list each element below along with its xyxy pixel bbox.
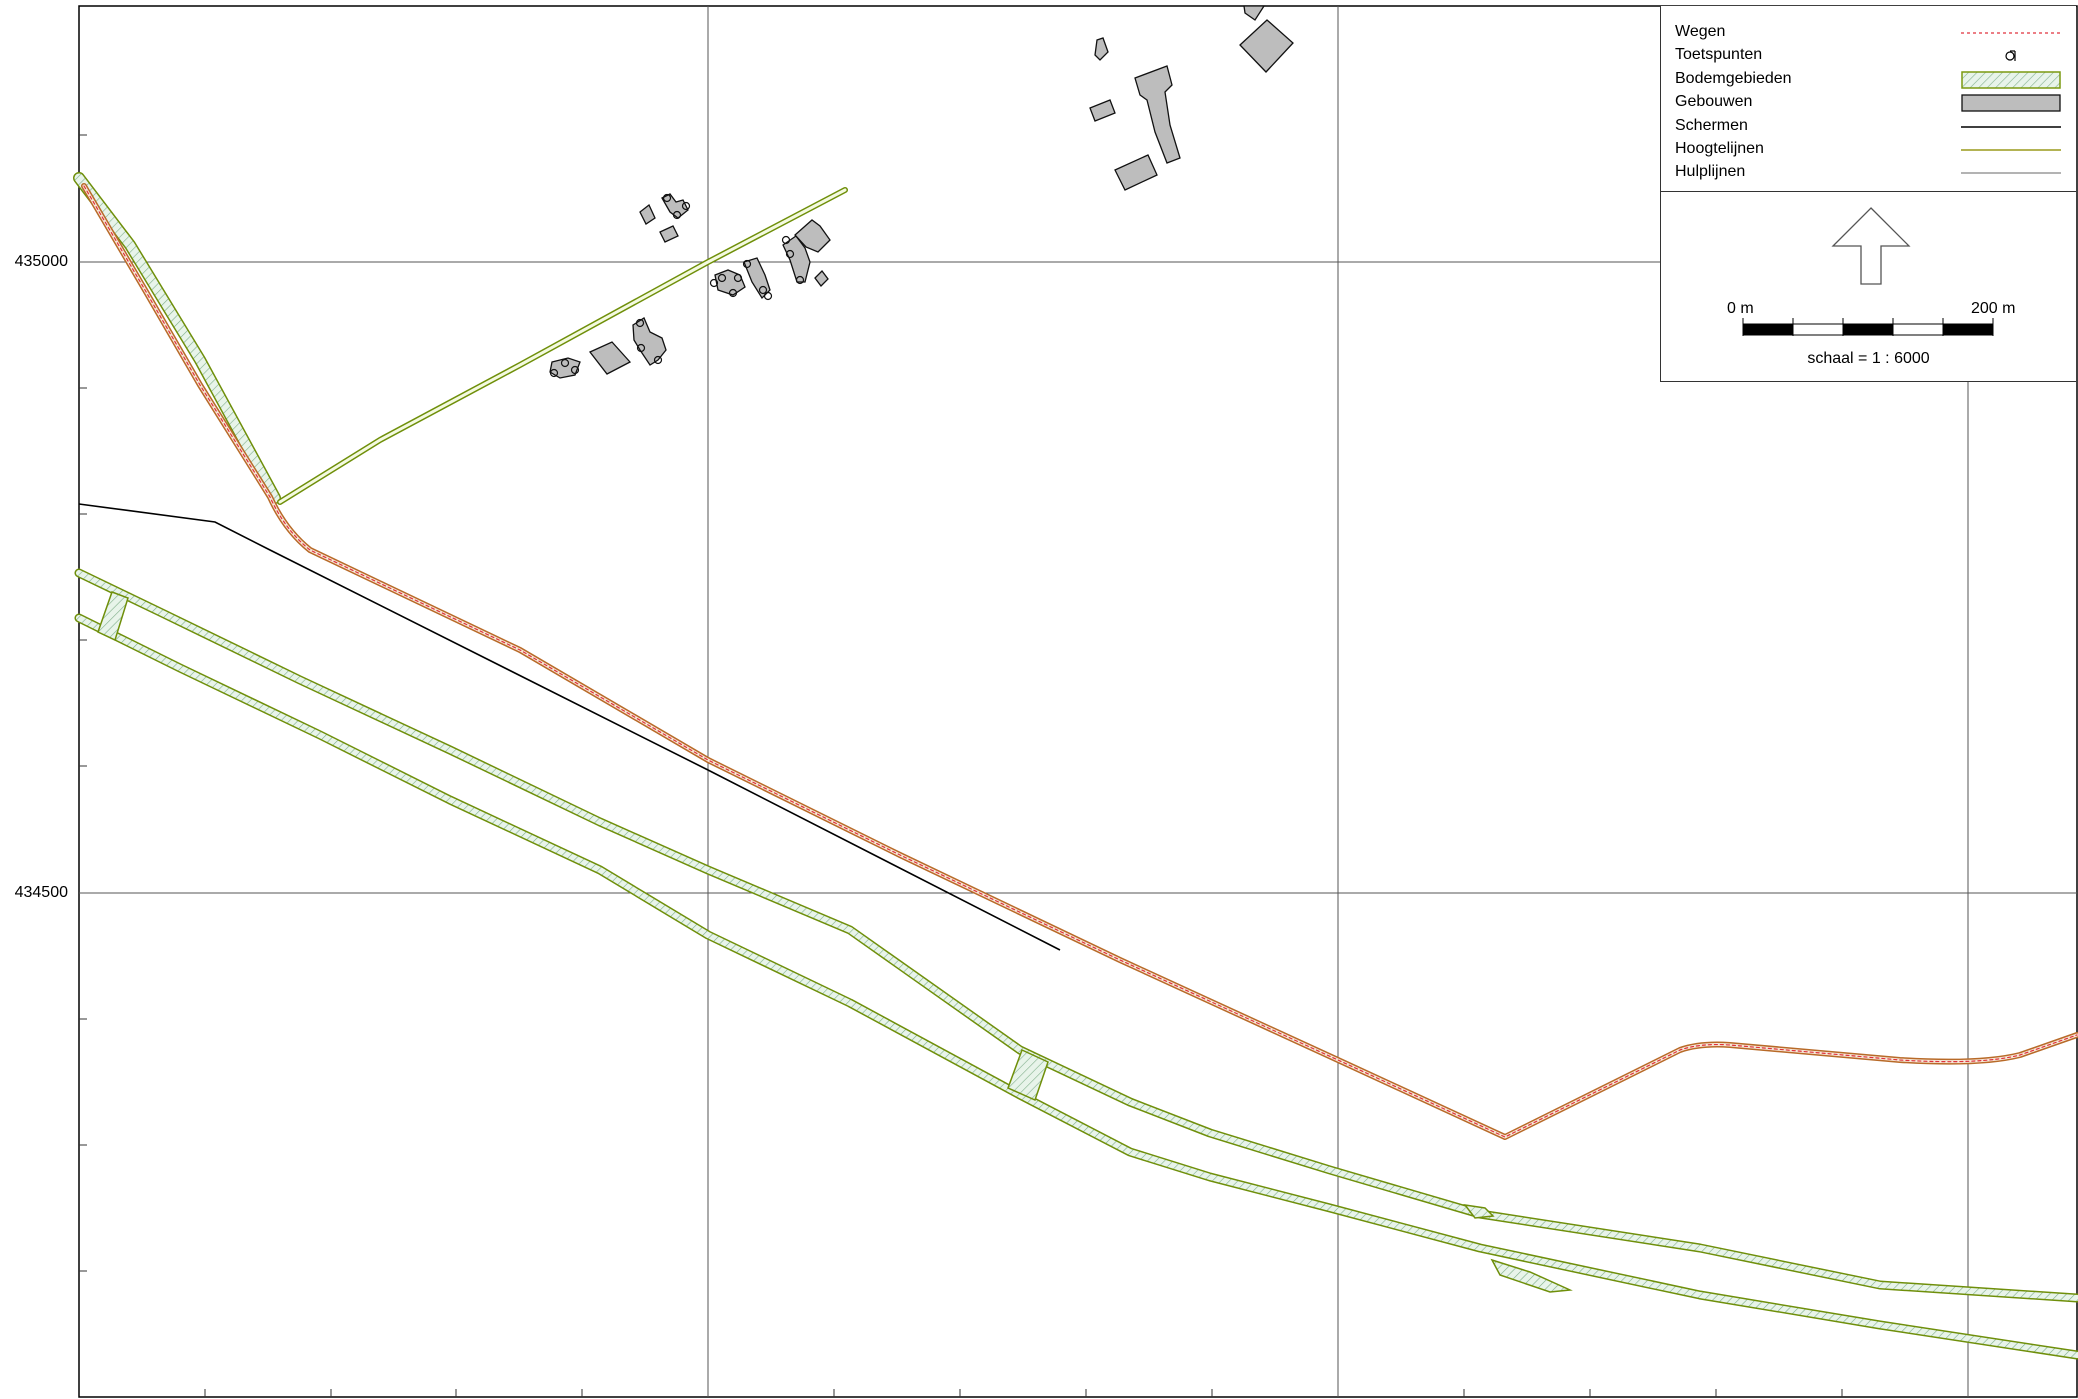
- toetspunt-marker-icon: [2005, 50, 2016, 62]
- building: [659, 225, 679, 243]
- building: [714, 269, 746, 296]
- legend-label: Wegen: [1675, 23, 1726, 40]
- soil-strip-b: [74, 613, 2078, 1360]
- north-arrow-icon: [1831, 207, 1911, 285]
- building: [1094, 37, 1109, 61]
- building: [814, 270, 829, 287]
- axis-ticks: [79, 134, 1843, 1397]
- black-line-icon: [1961, 125, 2061, 128]
- building: [794, 219, 831, 253]
- building: [661, 193, 689, 219]
- legend-list: Wegen Toetspunten Bodemgebieden Gebouwen: [1661, 6, 2076, 192]
- building: [549, 357, 581, 379]
- y-axis-label-434500: 434500: [14, 884, 68, 901]
- legend-label: Toetspunten: [1675, 46, 1763, 64]
- noise-screen: [78, 503, 1061, 951]
- legend-label: Schermen: [1675, 116, 1748, 134]
- scale-end-label: 200 m: [1971, 300, 2016, 317]
- scale-caption: schaal = 1 : 6000: [1807, 350, 1930, 367]
- building: [1243, 5, 1266, 21]
- building: [588, 341, 632, 375]
- building: [743, 257, 771, 300]
- legend-item-schermen: Schermen: [1661, 116, 2076, 139]
- buildings: [549, 5, 1294, 379]
- building: [632, 317, 667, 366]
- soil-parcels: [97, 591, 1573, 1293]
- soil-strip-d: [277, 187, 848, 505]
- legend-label: Gebouwen: [1675, 93, 1753, 111]
- dashed-red-line-icon: [1961, 32, 2061, 34]
- legend-item-wegen: Wegen: [1661, 22, 2076, 45]
- building: [1114, 154, 1158, 191]
- y-axis-label-435000: 435000: [14, 253, 68, 270]
- hatched-area-icon: [1961, 71, 2061, 89]
- grey-line-icon: [1961, 172, 2061, 175]
- legend-label: Bodemgebieden: [1675, 69, 1792, 87]
- building: [639, 203, 656, 225]
- legend-item-hulplijnen: Hulplijnen: [1661, 162, 2076, 185]
- soil-strip-a: [74, 568, 2078, 1303]
- soil-areas: [73, 172, 2078, 1360]
- road: [81, 183, 2078, 1140]
- map-frame: [78, 5, 2078, 1398]
- legend-label: Hoogtelijnen: [1675, 139, 1764, 157]
- building: [1239, 19, 1294, 73]
- building-box-icon: [1961, 94, 2061, 112]
- legend-item-bodemgebieden: Bodemgebieden: [1661, 69, 2076, 92]
- legend-item-hoogtelijnen: Hoogtelijnen: [1661, 139, 2076, 162]
- grid-lines: [79, 6, 2077, 1397]
- legend-panel: Wegen Toetspunten Bodemgebieden Gebouwen: [1660, 6, 2076, 382]
- olive-line-icon: [1961, 149, 2061, 151]
- legend-item-toetspunten: Toetspunten: [1661, 45, 2076, 68]
- legend-label: Hulplijnen: [1675, 163, 1746, 181]
- building: [1089, 99, 1116, 122]
- building: [1134, 65, 1181, 164]
- toetspunten-markers: [549, 193, 805, 378]
- road-centerline: [83, 185, 2078, 1138]
- scale-bar: [1742, 318, 1994, 336]
- legend-item-gebouwen: Gebouwen: [1661, 92, 2076, 115]
- scale-start-label: 0 m: [1727, 300, 1754, 317]
- scale-and-north-area: 0 m 200 m schaal = 1 : 6000: [1661, 192, 2076, 382]
